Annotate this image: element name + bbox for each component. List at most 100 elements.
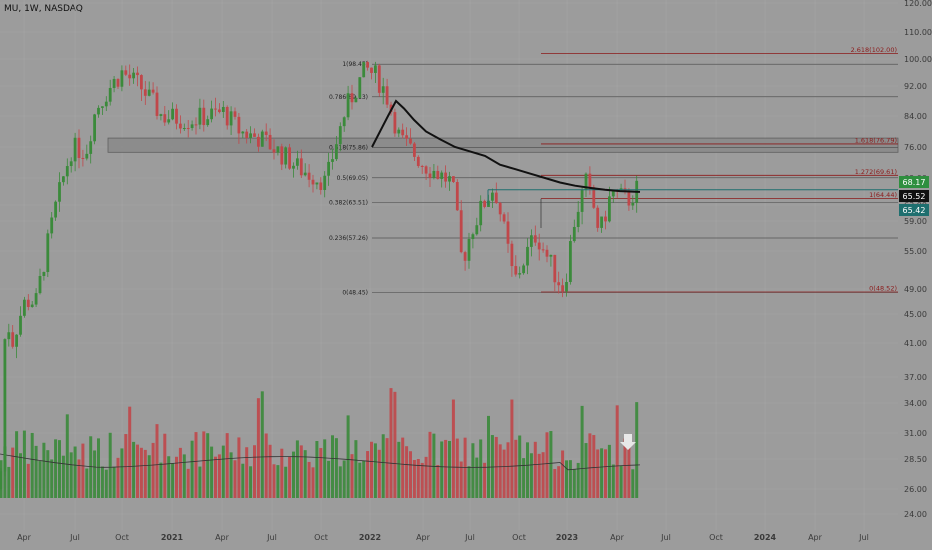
volume-bar xyxy=(229,452,233,498)
candle-body xyxy=(210,108,213,120)
candle-body xyxy=(120,70,124,87)
price-badge xyxy=(899,190,929,202)
candle-body xyxy=(467,239,471,261)
volume-bar xyxy=(260,391,264,498)
volume-bar xyxy=(455,438,459,498)
price-badge xyxy=(899,176,929,188)
candle-body xyxy=(214,108,217,110)
volume-bar xyxy=(7,466,11,498)
volume-bar xyxy=(276,465,280,498)
volume-bar xyxy=(471,443,475,498)
candle-body xyxy=(444,172,447,182)
volume-bar xyxy=(221,445,225,498)
volume-bar xyxy=(112,466,116,498)
candle-body xyxy=(627,190,631,206)
candle-body xyxy=(608,196,611,222)
candle-body xyxy=(491,192,494,201)
candle-body xyxy=(171,108,174,120)
candle-body xyxy=(393,112,397,134)
candle-body xyxy=(260,131,264,147)
volume-bar xyxy=(529,453,533,498)
volume-bar xyxy=(358,462,362,498)
x-tick-label: Apr xyxy=(17,533,32,542)
candle-body xyxy=(163,114,167,123)
volume-bar xyxy=(38,461,42,498)
candle-body xyxy=(362,62,366,78)
resistance-zone xyxy=(107,137,899,153)
volume-bar xyxy=(249,466,253,498)
volume-bar xyxy=(607,444,611,498)
time-axis[interactable]: Apr Jul Oct 2021 Apr Jul Oct 2022 Apr Jul Oct 2023 A… xyxy=(17,533,869,542)
volume-bar xyxy=(303,450,307,498)
volume-bar xyxy=(11,447,15,498)
candle-body xyxy=(245,131,249,138)
candle-body xyxy=(175,108,178,124)
candle-body xyxy=(580,189,584,212)
candle-body xyxy=(272,149,276,153)
candle-body xyxy=(420,165,424,167)
volume-bar xyxy=(631,469,635,498)
volume-bar xyxy=(506,442,510,498)
candle-body xyxy=(471,234,475,240)
candle-body xyxy=(413,143,416,157)
candle-body xyxy=(611,190,615,197)
candle-body xyxy=(553,254,557,283)
volume-bar xyxy=(362,460,366,498)
volume-bar xyxy=(319,448,323,498)
volume-bar xyxy=(522,458,526,498)
volume-bar xyxy=(77,459,81,498)
volume-bar xyxy=(163,433,167,498)
price-axis[interactable]: 120.00110.00100.0092.0084.0076.0069.0063… xyxy=(904,0,932,519)
candle-body xyxy=(514,266,518,275)
volume-bar xyxy=(385,438,389,498)
volume-bar xyxy=(342,460,346,498)
volume-bar xyxy=(584,443,588,498)
candle-body xyxy=(350,93,354,103)
x-tick-label: 2021 xyxy=(161,533,184,542)
volume-bar xyxy=(432,433,436,498)
candle-body xyxy=(34,293,38,305)
candle-body xyxy=(179,123,182,129)
candle-body xyxy=(319,182,323,190)
volume-bar xyxy=(370,441,373,498)
candle-body xyxy=(377,65,381,93)
candle-body xyxy=(198,107,202,125)
volume-bar xyxy=(128,406,132,498)
volume-bar xyxy=(420,462,424,498)
ticker-label: MU, 1W, NASDAQ xyxy=(4,4,83,14)
candle-body xyxy=(93,114,96,142)
volume-bar xyxy=(600,448,604,498)
candle-body xyxy=(237,116,241,134)
candle-body xyxy=(284,147,288,165)
fib-retrace-label: 0.382(63.51) xyxy=(329,200,368,207)
volume-bar xyxy=(479,439,483,498)
y-tick-label: 49.00 xyxy=(904,285,927,294)
volume-bar xyxy=(615,405,619,498)
y-tick-label: 84.00 xyxy=(904,112,927,121)
volume-bar xyxy=(26,463,30,498)
candle-body xyxy=(572,226,576,242)
volume-bar xyxy=(65,414,69,498)
volume-bar xyxy=(401,437,405,498)
candle-body xyxy=(299,158,303,176)
volume-bar xyxy=(346,415,350,498)
candle-body xyxy=(374,65,377,73)
volume-bar xyxy=(214,456,217,498)
volume-bar xyxy=(198,466,202,498)
fib-ext-label: 1(64.44) xyxy=(869,191,897,199)
volume-bar xyxy=(604,449,607,498)
candle-body xyxy=(475,225,479,235)
candle-body xyxy=(140,75,143,90)
down-arrow-icon xyxy=(620,434,636,450)
candle-body xyxy=(338,126,342,145)
volume-bar xyxy=(54,439,58,498)
candle-body xyxy=(249,133,252,138)
volume-bar xyxy=(34,445,38,498)
volume-bar xyxy=(237,437,241,498)
candle-body xyxy=(323,175,327,190)
candle-body xyxy=(62,176,65,183)
candle-body xyxy=(73,137,77,162)
price-badge-label: 65.42 xyxy=(903,206,926,215)
volume-bar xyxy=(315,441,319,498)
